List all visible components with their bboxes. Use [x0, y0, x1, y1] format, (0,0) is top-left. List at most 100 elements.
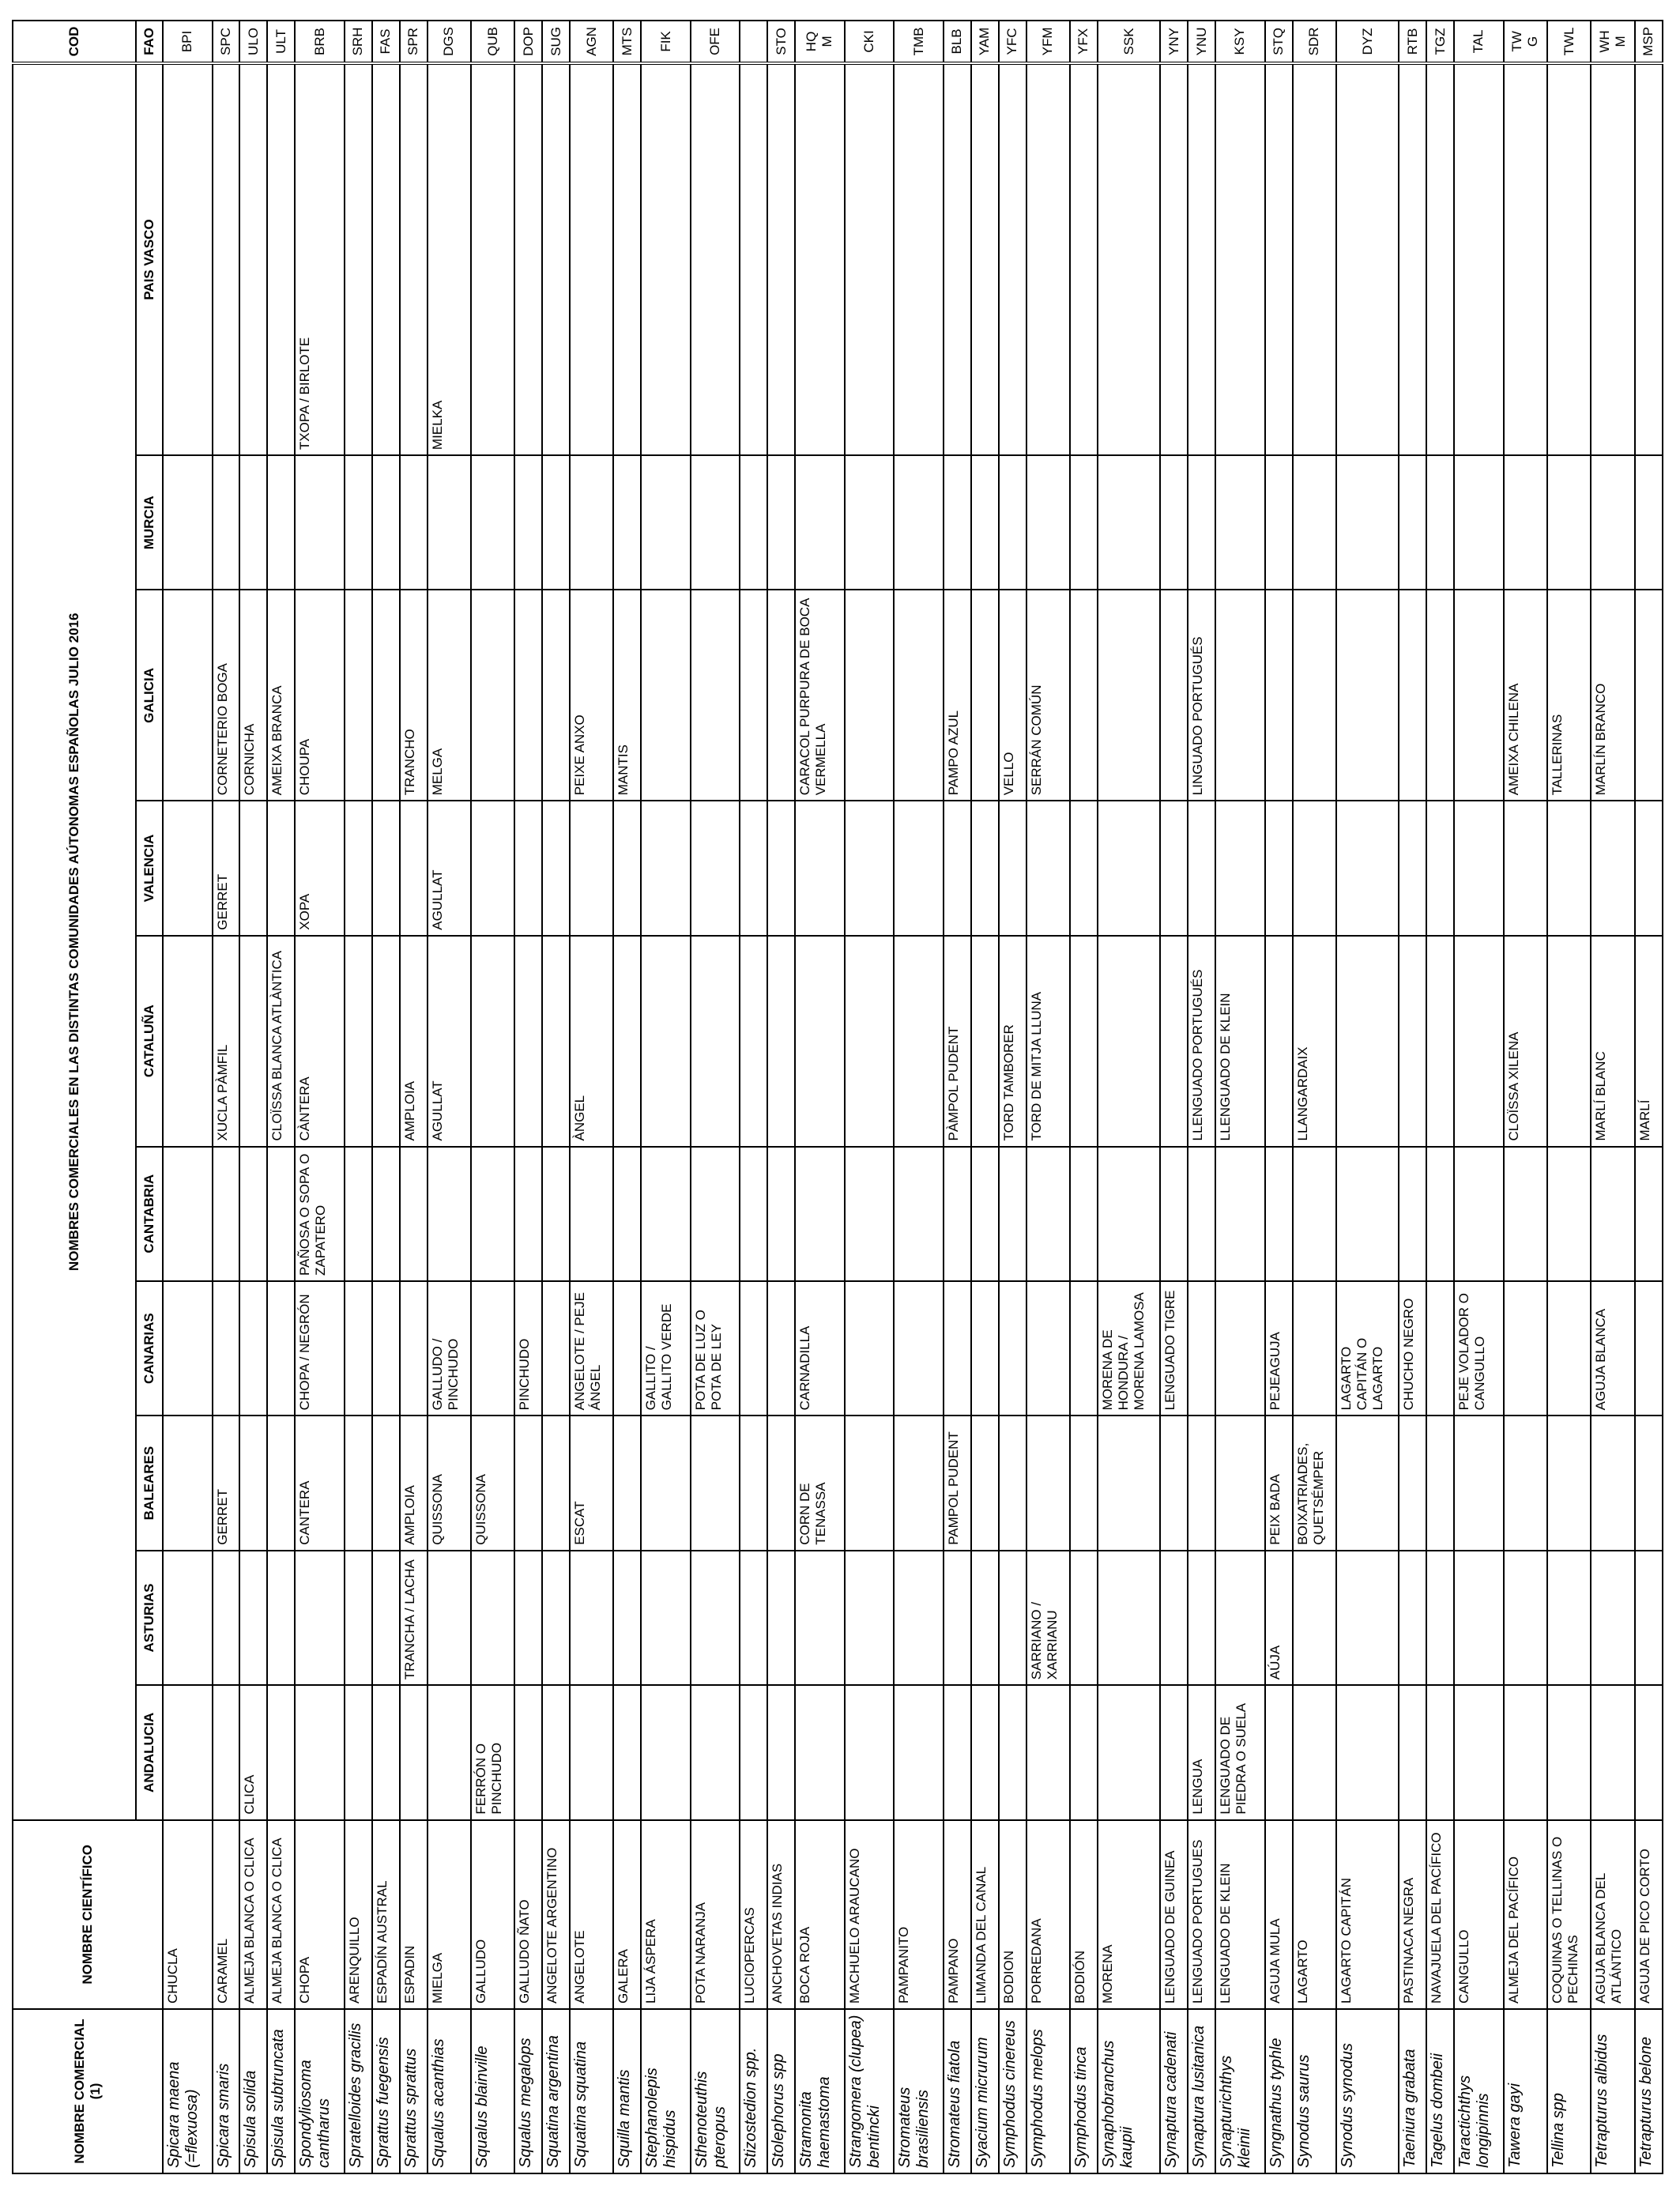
- region-name-cell-murcia: [371, 455, 400, 590]
- nombre-cientifico-cell: BODIÓN: [1069, 1819, 1098, 2010]
- region-name-cell-valencia: [1097, 801, 1161, 936]
- header-region-galicia: GALICIA: [136, 590, 163, 801]
- region-name-cell-asturias: [1097, 1550, 1161, 1686]
- region-name-cell-murcia: [1215, 455, 1265, 590]
- region-name-cell-murcia: [399, 455, 428, 590]
- region-name-cell-catalu-a: PÀMPOL PUDENT: [943, 935, 971, 1147]
- region-name-cell-cantabria: [613, 1146, 642, 1281]
- nombre-comercial-cell: Spicara maena (=flexuosa): [163, 2009, 213, 2173]
- region-name-cell-andalucia: [740, 1685, 768, 1820]
- region-name-cell-pais-vasco: [1026, 62, 1070, 456]
- region-name-cell-andalucia: [795, 1685, 845, 1820]
- region-name-cell-valencia: GERRET: [212, 801, 240, 936]
- region-name-cell-valencia: [1335, 801, 1399, 936]
- region-name-cell-galicia: [542, 590, 570, 801]
- region-name-cell-asturias: [371, 1550, 400, 1686]
- region-name-cell-valencia: [1160, 801, 1188, 936]
- header-region-catalu-a: CATALUÑA: [136, 935, 163, 1147]
- region-name-cell-cantabria: PAÑOSA O SOPA O ZAPATERO: [295, 1146, 345, 1281]
- region-name-cell-canarias: CHUCHO NEGRO: [1399, 1280, 1427, 1416]
- region-name-cell-catalu-a: XUCLA PÀMFIL: [212, 935, 240, 1147]
- nombre-cientifico-cell: MIELGA: [427, 1819, 471, 2010]
- region-name-cell-galicia: [844, 590, 895, 801]
- region-name-cell-cantabria: [344, 1146, 372, 1281]
- region-name-cell-catalu-a: [1264, 935, 1293, 1147]
- nombre-cientifico-cell: LIJA ÁSPERA: [641, 1819, 691, 2010]
- nombre-comercial-cell: Tetrapturus albidus: [1591, 2009, 1635, 2173]
- region-name-cell-catalu-a: [1547, 935, 1591, 1147]
- region-name-cell-murcia: [740, 455, 768, 590]
- region-name-cell-baleares: [1215, 1416, 1265, 1551]
- region-name-cell-baleares: [1503, 1416, 1548, 1551]
- region-name-cell-asturias: [1335, 1550, 1399, 1686]
- region-name-cell-valencia: [1292, 801, 1336, 936]
- region-name-cell-andalucia: LENGUA: [1188, 1685, 1216, 1820]
- region-name-cell-asturias: [212, 1550, 240, 1686]
- nombre-cientifico-cell: ALMEJA DEL PACÍFICO: [1503, 1819, 1548, 2010]
- region-name-cell-asturias: [514, 1550, 543, 1686]
- region-name-cell-catalu-a: MARLÍ: [1634, 935, 1663, 1147]
- region-name-cell-valencia: [1547, 801, 1591, 936]
- nombre-comercial-cell: Synaptura lusitanica: [1188, 2009, 1216, 2173]
- region-name-cell-baleares: PEIX BADA: [1264, 1416, 1293, 1551]
- header-region-canarias: CANARIAS: [136, 1280, 163, 1416]
- region-name-cell-murcia: [613, 455, 642, 590]
- region-name-cell-baleares: [998, 1416, 1026, 1551]
- fao-code-cell: FIK: [641, 21, 691, 63]
- region-name-cell-baleares: ESCAT: [570, 1416, 614, 1551]
- nombre-cientifico-cell: POTA NARANJA: [690, 1819, 740, 2010]
- region-name-cell-asturias: [998, 1550, 1026, 1686]
- region-name-cell-pais-vasco: [1215, 62, 1265, 456]
- region-name-cell-asturias: [767, 1550, 796, 1686]
- nombre-cientifico-cell: NAVAJUELA DEL PACÍFICO: [1426, 1819, 1455, 2010]
- fao-code-cell: TGZ: [1426, 21, 1455, 63]
- nombre-cientifico-cell: AGUJA MULA: [1264, 1819, 1293, 2010]
- region-name-cell-baleares: [1634, 1416, 1663, 1551]
- region-name-cell-murcia: [998, 455, 1026, 590]
- region-name-cell-baleares: [1426, 1416, 1455, 1551]
- region-name-cell-cantabria: [1454, 1146, 1504, 1281]
- region-name-cell-pais-vasco: [1547, 62, 1591, 456]
- region-name-cell-baleares: [1097, 1416, 1161, 1551]
- region-name-cell-galicia: VELLO: [998, 590, 1026, 801]
- region-name-cell-galicia: TALLERINAS: [1547, 590, 1591, 801]
- region-name-cell-galicia: [1292, 590, 1336, 801]
- region-name-cell-murcia: [1399, 455, 1427, 590]
- region-name-cell-catalu-a: CÀNTERA: [295, 935, 345, 1147]
- table-row: Spratelloides gracilis ARENQUILLO SRH: [344, 21, 372, 2173]
- region-name-cell-baleares: [844, 1416, 895, 1551]
- nombre-comercial-cell: Stromateus fiatola: [943, 2009, 971, 2173]
- region-name-cell-baleares: [1335, 1416, 1399, 1551]
- region-name-cell-catalu-a: CLOÏSSA BLANCA ATLÀNTICA: [267, 935, 296, 1147]
- fao-code-cell: SPC: [212, 21, 240, 63]
- fao-code-cell: YFC: [998, 21, 1026, 63]
- nombre-comercial-cell: Tellina spp: [1547, 2009, 1591, 2173]
- region-name-cell-baleares: CANTERA: [295, 1416, 345, 1551]
- table-row: Stizostedion spp. LUCIOPERCAS: [740, 21, 768, 2173]
- nombre-comercial-cell: Strangomera (clupea) bentincki: [844, 2009, 895, 2173]
- region-name-cell-murcia: [767, 455, 796, 590]
- table-row: Syngnathus typhle AGUJA MULA AÚJA PEIX BADA…: [1264, 21, 1293, 2173]
- fao-code-cell: SDR: [1292, 21, 1336, 63]
- region-name-cell-valencia: [542, 801, 570, 936]
- region-name-cell-valencia: [970, 801, 999, 936]
- fao-code-cell: MSP: [1634, 21, 1663, 63]
- region-name-cell-andalucia: [1634, 1685, 1663, 1820]
- region-name-cell-pais-vasco: [1591, 62, 1635, 456]
- region-name-cell-baleares: [767, 1416, 796, 1551]
- region-name-cell-canarias: POTA DE LUZ O POTA DE LEY: [690, 1280, 740, 1416]
- region-name-cell-cantabria: [1160, 1146, 1188, 1281]
- region-name-cell-andalucia: CLICA: [239, 1685, 268, 1820]
- header-nombre-cientifico: NOMBRE CIENTÍFICO: [13, 1819, 163, 2010]
- region-name-cell-canarias: [371, 1280, 400, 1416]
- region-name-cell-andalucia: [163, 1685, 213, 1820]
- nombre-cientifico-cell: AGUJA DE PICO CORTO: [1634, 1819, 1663, 2010]
- nombre-cientifico-cell: MORENA: [1097, 1819, 1161, 2010]
- region-name-cell-pais-vasco: [998, 62, 1026, 456]
- rotated-page: NOMBRE COMERCIAL (1) NOMBRE CIENTÍFICO N…: [12, 20, 1663, 2174]
- region-name-cell-canarias: [767, 1280, 796, 1416]
- region-name-cell-cantabria: [1503, 1146, 1548, 1281]
- region-name-cell-asturias: [844, 1550, 895, 1686]
- region-name-cell-murcia: [1069, 455, 1098, 590]
- region-name-cell-valencia: [1026, 801, 1070, 936]
